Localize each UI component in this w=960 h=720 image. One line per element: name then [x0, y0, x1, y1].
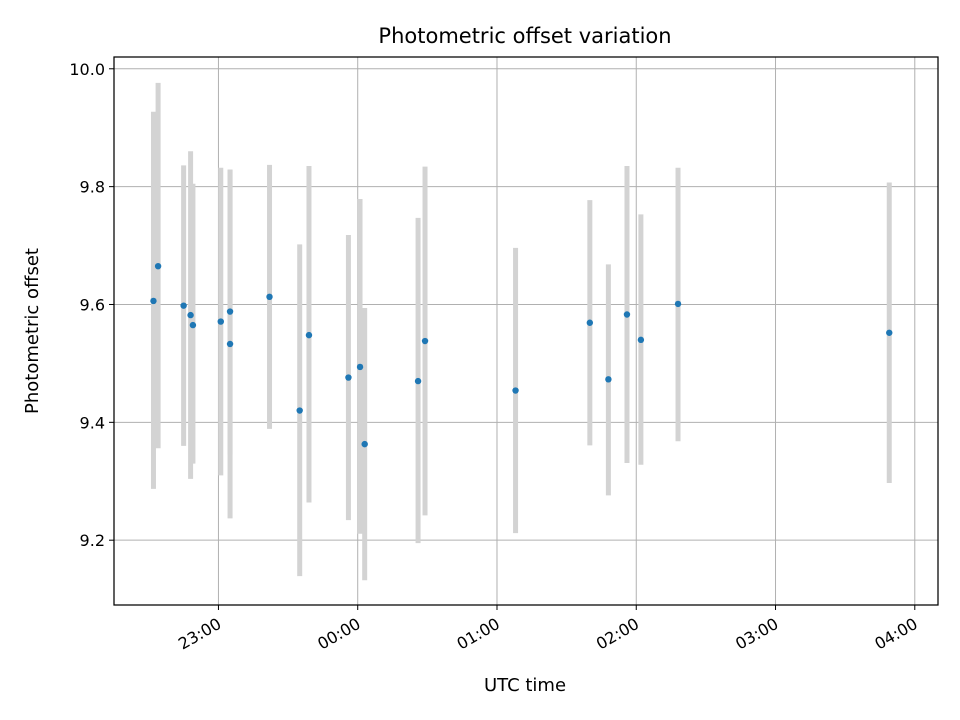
- data-point: [305, 331, 313, 339]
- data-point: [226, 308, 234, 315]
- chart-title: Photometric offset variation: [378, 24, 671, 48]
- data-point: [180, 302, 187, 309]
- data-point: [886, 329, 893, 336]
- data-point: [356, 363, 364, 371]
- data-point: [296, 407, 303, 414]
- y-tick-label: 9.4: [80, 413, 105, 432]
- data-point: [421, 337, 429, 345]
- data-point: [226, 340, 234, 348]
- plot-frame: [113, 56, 939, 606]
- data-point: [674, 300, 682, 308]
- grid-lines: [114, 57, 938, 605]
- data-point: [637, 336, 645, 344]
- data-point: [623, 311, 631, 318]
- data-points: [150, 262, 893, 448]
- data-point: [361, 440, 368, 448]
- y-tick-label: 9.2: [80, 531, 105, 550]
- data-point: [266, 293, 273, 301]
- data-point: [187, 311, 194, 319]
- data-point: [605, 376, 612, 383]
- y-tick-label: 9.8: [80, 178, 105, 197]
- data-point: [414, 377, 422, 385]
- data-point: [345, 374, 352, 381]
- data-point: [586, 319, 594, 326]
- data-point: [512, 387, 519, 394]
- data-point: [189, 321, 197, 329]
- y-tick-label: 9.6: [80, 295, 105, 314]
- data-point: [217, 318, 224, 325]
- x-axis-title: UTC time: [484, 675, 566, 696]
- data-point: [150, 297, 157, 305]
- y-tick-label: 10.0: [69, 60, 105, 79]
- y-axis-title: Photometric offset: [22, 248, 43, 414]
- data-point: [154, 262, 162, 270]
